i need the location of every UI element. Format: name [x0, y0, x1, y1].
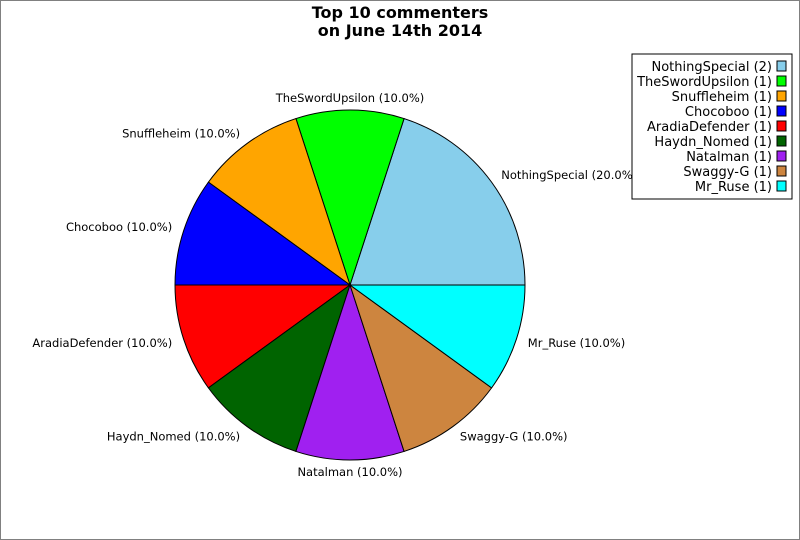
pie-slice-nothingspecial: [349, 117, 526, 286]
chart-title-line-2: on June 14th 2014: [318, 21, 483, 40]
slice-label-haydn-nomed: Haydn_Nomed (10.0%): [107, 429, 240, 443]
slice-label-theswordupsilon: TheSwordUpsilon (10.0%): [275, 91, 425, 105]
legend: NothingSpecial (2)TheSwordUpsilon (1)Snu…: [631, 53, 793, 200]
legend-swatch-theswordupsilon: [776, 75, 787, 87]
legend-label-chocoboo: Chocoboo (1): [685, 105, 772, 120]
pie-slice-snuffleheim: [207, 117, 351, 287]
pie-slice-natalman: [295, 283, 405, 461]
legend-label-snuffleheim: Snuffleheim (1): [672, 90, 772, 105]
legend-label-nothingspecial: NothingSpecial (2): [651, 60, 772, 75]
legend-swatch-aradiadefender: [776, 120, 787, 132]
legend-label-mr-ruse: Mr_Ruse (1): [695, 180, 772, 195]
legend-label-haydn-nomed: Haydn_Nomed (1): [654, 135, 772, 150]
pie-slice-mr-ruse: [348, 284, 526, 389]
pie-slice-swaggy-g: [349, 283, 493, 453]
legend-swatch-chocoboo: [776, 105, 787, 117]
slice-label-natalman: Natalman (10.0%): [297, 465, 402, 479]
pie-slice-haydn-nomed: [207, 283, 351, 453]
pie-slice-aradiadefender: [174, 284, 352, 389]
legend-box: [631, 53, 793, 200]
slice-label-nothingspecial: NothingSpecial (20.0%): [501, 168, 637, 182]
legend-swatch-swaggy-g: [776, 165, 787, 177]
legend-label-theswordupsilon: TheSwordUpsilon (1): [636, 75, 772, 90]
slice-label-snuffleheim: Snuffleheim (10.0%): [122, 127, 240, 141]
pie-slice-theswordupsilon: [295, 109, 405, 287]
slice-label-chocoboo: Chocoboo (10.0%): [66, 220, 172, 234]
pie-slice-chocoboo: [174, 181, 352, 286]
slice-label-mr-ruse: Mr_Ruse (10.0%): [528, 336, 625, 350]
legend-swatch-nothingspecial: [776, 60, 787, 72]
legend-swatch-snuffleheim: [776, 90, 787, 102]
legend-swatch-haydn-nomed: [776, 135, 787, 147]
pie-slices: [174, 109, 526, 461]
legend-label-aradiadefender: AradiaDefender (1): [647, 120, 772, 135]
chart-title-line-1: Top 10 commenters: [312, 3, 489, 22]
slice-labels: NothingSpecial (20.0%) TheSwordUpsilon (1…: [32, 91, 637, 479]
legend-label-swaggy-g: Swaggy-G (1): [683, 165, 772, 180]
slice-label-swaggy-g: Swaggy-G (10.0%): [460, 429, 568, 443]
legend-swatch-natalman: [776, 150, 787, 162]
slice-label-aradiadefender: AradiaDefender (10.0%): [32, 336, 172, 350]
legend-swatch-mr-ruse: [776, 180, 787, 192]
legend-label-natalman: Natalman (1): [686, 150, 772, 165]
